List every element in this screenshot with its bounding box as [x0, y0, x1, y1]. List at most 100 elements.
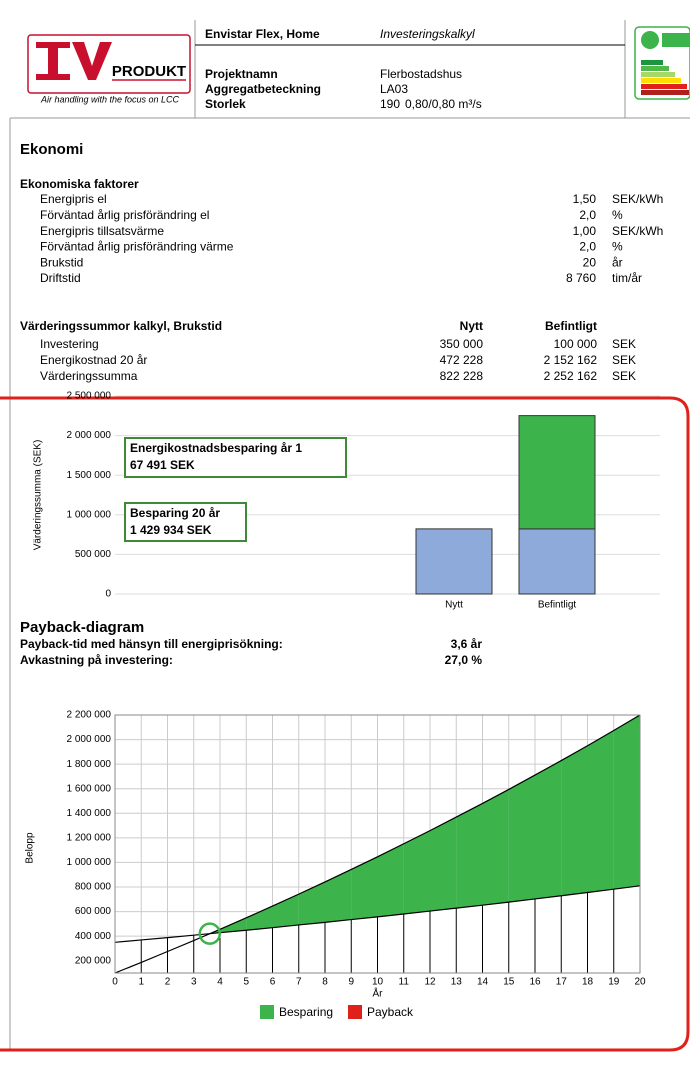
field-label: Projektnamn [205, 67, 278, 81]
factor-unit: % [612, 240, 623, 254]
y-tick-label: 1 800 000 [67, 759, 112, 770]
field-value: 190 [380, 97, 400, 111]
tagline: Air handling with the focus on LCC [40, 94, 180, 104]
payback-marker [198, 922, 222, 945]
bar-segment [518, 415, 596, 530]
difference-area [351, 856, 378, 920]
difference-area [272, 894, 299, 928]
y-tick-label: 1 200 000 [67, 832, 112, 843]
x-tick-label: 19 [608, 977, 620, 988]
logo-shape [36, 42, 70, 48]
payback-title: Payback-diagram [20, 619, 144, 636]
x-tick-label: 5 [243, 977, 249, 988]
legend-label: Besparing [279, 1005, 333, 1019]
difference-area [246, 906, 273, 931]
factor-label: Förväntad årlig prisförändring värme [40, 240, 234, 254]
x-tick-label: 2 [165, 977, 171, 988]
y-tick-label: 1 600 000 [67, 783, 112, 794]
summary-header: Nytt [460, 319, 483, 333]
y-tick-label: 1 000 000 [67, 857, 112, 868]
summary-value: 822 228 [440, 369, 484, 383]
summary-value: 472 228 [440, 353, 484, 367]
summary-value: 350 000 [440, 337, 484, 351]
label-bar [641, 90, 689, 95]
factor-unit: tim/år [612, 271, 642, 285]
bar-segment [518, 528, 596, 595]
factor-unit: SEK/kWh [612, 192, 663, 206]
logo-shape [36, 74, 70, 80]
x-tick-label: 8 [322, 977, 328, 988]
payback-value: 3,6 år [451, 637, 483, 651]
difference-area [220, 917, 247, 933]
legend-label: Payback [367, 1005, 414, 1019]
x-tick-label: Nytt [445, 600, 463, 611]
y-tick-label: 600 000 [75, 906, 112, 917]
field-label: Aggregatbeteckning [205, 82, 321, 96]
x-tick-label: Befintligt [538, 600, 577, 611]
y-tick-label: 800 000 [75, 882, 112, 893]
factors-title: Ekonomiska faktorer [20, 177, 139, 191]
y-tick-label: 0 [105, 589, 111, 600]
x-tick-label: 17 [556, 977, 568, 988]
difference-area [456, 803, 483, 909]
summary-unit: SEK [612, 337, 636, 351]
difference-area [325, 869, 352, 923]
annotation-text: 67 491 SEK [130, 458, 195, 472]
legend-swatch [348, 1005, 362, 1019]
factor-label: Brukstid [40, 255, 83, 269]
x-tick-label: 16 [529, 977, 541, 988]
x-tick-label: 6 [270, 977, 276, 988]
factor-unit: % [612, 208, 623, 222]
summary-label: Energikostnad 20 år [40, 353, 147, 367]
y-axis-label: Värderingssumma (SEK) [33, 440, 44, 551]
annotation-text: Energikostnadsbesparing år 1 [130, 441, 302, 455]
y-tick-label: 2 000 000 [67, 430, 112, 441]
annotation-box [124, 502, 247, 542]
factor-unit: SEK/kWh [612, 224, 663, 238]
y-tick-label: 2 000 000 [67, 734, 112, 745]
y-tick-label: 1 000 000 [67, 509, 112, 520]
annotation-box [124, 437, 347, 478]
difference-area [613, 715, 640, 890]
summary-value: 100 000 [554, 337, 598, 351]
y-tick-label: 1 400 000 [67, 808, 112, 819]
summary-unit: SEK [612, 369, 636, 383]
factor-value: 1,00 [573, 224, 597, 238]
x-tick-label: 15 [503, 977, 515, 988]
y-tick-label: 1 500 000 [67, 470, 112, 481]
summary-header: Värderingssummor kalkyl, Brukstid [20, 319, 222, 333]
factor-unit: år [612, 255, 623, 269]
difference-area [587, 730, 614, 893]
difference-area [535, 760, 562, 899]
x-tick-label: 9 [348, 977, 354, 988]
label-bar [641, 60, 663, 65]
y-tick-label: 2 500 000 [67, 391, 112, 402]
y-tick-label: 500 000 [75, 549, 112, 560]
bar-segment [415, 528, 493, 595]
difference-area [561, 745, 588, 896]
y-tick-label: 400 000 [75, 931, 112, 942]
payback-label: Payback-tid med hänsyn till energiprisök… [20, 637, 283, 651]
factor-value: 1,50 [573, 192, 597, 206]
annotation-text: Besparing 20 år [130, 506, 220, 520]
difference-area [403, 830, 430, 915]
y-tick-label: 200 000 [75, 955, 112, 966]
x-tick-label: 3 [191, 977, 197, 988]
factor-value: 2,0 [579, 240, 596, 254]
field-label: Storlek [205, 97, 246, 111]
y-tick-label: 2 200 000 [67, 710, 112, 721]
summary-value: 2 152 162 [544, 353, 598, 367]
plot-border [114, 714, 641, 974]
difference-area [482, 789, 509, 906]
factor-value: 8 760 [566, 271, 596, 285]
x-tick-label: 11 [399, 977, 410, 988]
series-line [114, 714, 641, 974]
field-value: Flerbostadshus [380, 67, 462, 81]
x-tick-label: 7 [296, 977, 302, 988]
field-value: 0,80/0,80 m³/s [405, 97, 482, 111]
label-bar [641, 66, 669, 71]
logo-shape [72, 42, 112, 80]
product: Envistar Flex, Home [205, 27, 320, 41]
summary-label: Värderingssumma [40, 369, 138, 383]
